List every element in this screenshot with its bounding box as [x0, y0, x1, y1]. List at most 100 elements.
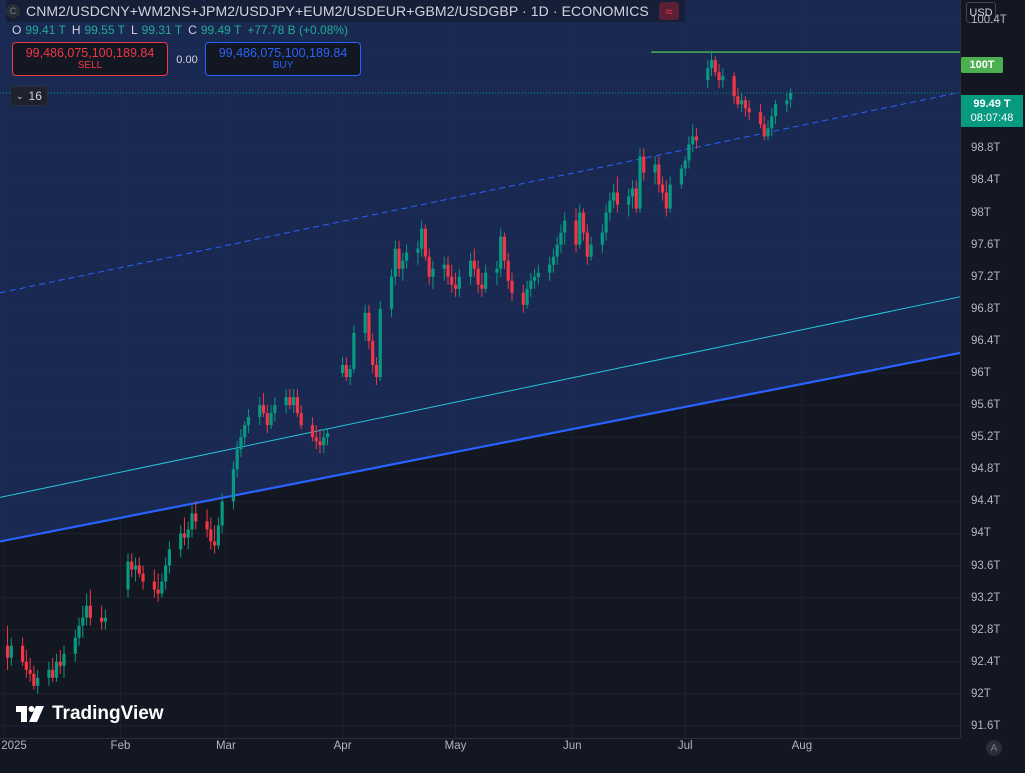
candle	[205, 509, 209, 538]
candle	[785, 92, 789, 113]
bar-countdown: 08:07:48	[970, 112, 1014, 124]
candle-body	[36, 677, 40, 686]
candle	[585, 224, 589, 265]
channel-lower-line	[0, 351, 961, 543]
candle	[81, 605, 85, 638]
candle	[694, 128, 699, 149]
candle-body	[269, 413, 273, 426]
candle	[642, 148, 646, 181]
candle	[84, 593, 89, 626]
candle	[529, 272, 533, 297]
candle	[265, 405, 269, 434]
time-axis[interactable]	[0, 738, 960, 773]
candle	[100, 605, 104, 630]
low-value: 99.31 T	[141, 23, 183, 37]
candle	[5, 625, 10, 670]
candle	[457, 268, 461, 297]
candle	[389, 268, 394, 317]
candle	[536, 264, 540, 285]
candle-body	[212, 541, 217, 546]
candle	[54, 653, 59, 682]
compare-wave-icon[interactable]: ≈	[658, 2, 679, 20]
candle	[273, 397, 277, 422]
candle	[559, 224, 563, 253]
candle	[152, 569, 156, 598]
candle	[600, 224, 604, 253]
candle-body	[574, 220, 578, 245]
candle-body	[220, 501, 224, 526]
candle	[453, 272, 458, 297]
candle-body	[416, 248, 420, 253]
candle-body	[88, 605, 92, 618]
candle-body	[536, 272, 540, 277]
candle	[367, 304, 371, 349]
candle-body	[612, 192, 616, 201]
candle	[442, 256, 446, 281]
candle-body	[589, 244, 593, 257]
candle	[190, 505, 194, 538]
buy-button[interactable]: 99,486,075,100,189.84 BUY	[205, 42, 361, 76]
candle	[126, 553, 130, 598]
price-tick-label: 93.2T	[971, 591, 1001, 604]
indicators-count: 16	[28, 89, 42, 103]
candle-body	[608, 200, 612, 213]
channel-upper-dashed-line	[0, 91, 961, 294]
candle-body	[691, 136, 695, 145]
candle	[130, 553, 134, 578]
candle	[310, 417, 315, 442]
candle	[216, 517, 220, 550]
candle-body	[510, 280, 514, 293]
time-tick-label: 2025	[1, 740, 27, 752]
candle	[261, 393, 266, 418]
time-tick-label: Jul	[677, 740, 693, 752]
indicators-toggle-button[interactable]: ⌄ 16	[10, 86, 48, 106]
candle	[721, 68, 725, 89]
candle	[103, 609, 108, 630]
candle-body	[374, 364, 379, 378]
candle-body	[126, 561, 130, 590]
candle-body	[468, 260, 473, 277]
candle	[736, 88, 740, 109]
open-label: O	[12, 23, 22, 37]
currency-button[interactable]: USD	[966, 2, 996, 23]
sell-button[interactable]: 99,486,075,100,189.84 SELL	[12, 42, 168, 76]
price-tick-label: 91.6T	[971, 719, 1001, 732]
candle-body	[453, 284, 458, 289]
candle	[502, 232, 507, 269]
candle-body	[563, 220, 567, 233]
candle	[314, 425, 318, 450]
candle-body	[352, 332, 356, 369]
price-tick-label: 95.6T	[971, 399, 1001, 412]
candle	[20, 637, 25, 666]
candle-body	[284, 397, 288, 406]
candle-body	[709, 60, 714, 69]
candle-body	[167, 549, 172, 566]
candle-body	[450, 276, 454, 285]
candle	[638, 148, 642, 213]
candle	[292, 389, 296, 414]
candle-body	[404, 252, 409, 261]
candle-body	[261, 405, 266, 414]
candle	[608, 192, 612, 221]
candle	[243, 421, 247, 446]
candle	[495, 260, 499, 285]
candle	[668, 176, 672, 213]
candle	[58, 649, 62, 674]
candle	[506, 252, 510, 289]
tradingview-logo-text: TradingView	[52, 703, 164, 724]
close-value: 99.49 T	[200, 23, 242, 37]
candle-body	[446, 264, 450, 277]
candle-body	[732, 76, 736, 97]
ohlc-legend: O 99.41 T H 99.55 T L 99.31 T C 99.49 T +77.…	[12, 23, 350, 37]
candle-body	[156, 589, 160, 594]
candle-body	[668, 184, 672, 209]
trend-channel	[0, 0, 961, 543]
time-tick-label: May	[444, 740, 467, 752]
candle	[732, 72, 736, 105]
symbol-title[interactable]: CNM2/USDCNY+WM2NS+JPM2/USDJPY+EUM2/USDEU…	[26, 3, 649, 19]
auto-scale-button[interactable]: A	[986, 740, 1002, 756]
symbol-header[interactable]: C CNM2/USDCNY+WM2NS+JPM2/USDJPY+EUM2/USD…	[6, 0, 685, 22]
candle	[717, 64, 721, 89]
candle	[137, 557, 141, 578]
